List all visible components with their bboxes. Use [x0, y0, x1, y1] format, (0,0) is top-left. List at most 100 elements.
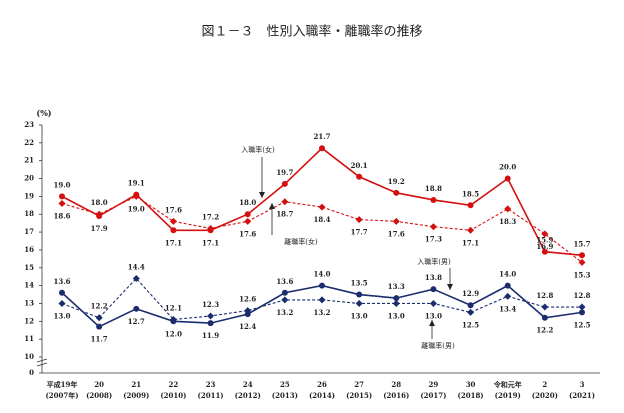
point — [95, 210, 103, 218]
x-tick-label: 23 — [206, 380, 216, 389]
data-label: 13.6 — [53, 277, 70, 286]
x-tick-label: 3 — [580, 380, 585, 389]
point — [170, 227, 177, 234]
y-tick-label: 16 — [24, 245, 34, 254]
point — [244, 307, 252, 315]
chart-title: 図１－３ 性別入職率・離職率の推移 — [201, 24, 422, 40]
x-tick-label: (2016) — [383, 391, 409, 400]
point — [541, 248, 548, 255]
point — [467, 202, 474, 209]
point — [281, 180, 288, 187]
x-tick-label: (2010) — [160, 391, 186, 400]
data-label: 15.9 — [536, 236, 553, 245]
x-tick-label: 30 — [466, 380, 476, 389]
data-label: 11.7 — [91, 335, 108, 344]
data-label: 12.4 — [239, 322, 256, 331]
data-label: 12.6 — [239, 295, 256, 304]
point — [244, 211, 251, 218]
data-label: 13.0 — [351, 311, 368, 320]
data-label: 17.7 — [351, 228, 368, 237]
x-tick-label: (2008) — [86, 391, 112, 400]
point — [579, 252, 585, 259]
point — [355, 216, 363, 224]
x-tick-label: (2009) — [123, 391, 149, 400]
data-label: 14.4 — [128, 262, 145, 271]
data-label: 17.6 — [239, 229, 256, 238]
x-tick-label: (2014) — [309, 391, 335, 400]
x-tick-label: 28 — [391, 380, 401, 389]
data-label: 17.2 — [202, 213, 219, 222]
data-label: 20.1 — [351, 161, 368, 170]
point — [244, 217, 252, 225]
arrow-head — [259, 192, 265, 198]
x-tick-label: 22 — [169, 380, 179, 389]
y-tick-label: 20 — [24, 174, 34, 183]
point — [578, 258, 586, 266]
point — [132, 192, 140, 200]
point — [504, 282, 511, 289]
data-label: 13.5 — [351, 279, 368, 288]
point — [59, 193, 65, 200]
point — [504, 175, 511, 182]
x-tick-label: 24 — [243, 380, 253, 389]
point — [207, 312, 215, 320]
y-tick-label: 19 — [24, 191, 34, 200]
data-label: 20.0 — [499, 163, 516, 172]
point — [95, 314, 103, 322]
data-label: 13.4 — [499, 304, 516, 313]
data-label: 19.0 — [53, 180, 70, 189]
data-label: 12.5 — [573, 320, 590, 329]
point — [169, 316, 177, 324]
point — [169, 217, 177, 225]
data-label: 18.0 — [239, 198, 256, 207]
data-label: 17.1 — [202, 238, 219, 247]
point — [319, 282, 325, 289]
y-tick-label: 22 — [24, 138, 34, 147]
x-tick-label: 26 — [317, 380, 327, 389]
data-label: 18.7 — [276, 210, 293, 219]
point — [430, 286, 437, 293]
x-tick-label: (2018) — [458, 391, 484, 400]
x-tick-label: 25 — [280, 380, 290, 389]
y-tick-label: 21 — [24, 156, 34, 165]
data-label: 12.2 — [91, 302, 108, 311]
series-line — [61, 277, 582, 321]
arrow-head — [447, 284, 453, 290]
data-label: 19.0 — [128, 204, 145, 213]
series-name: 離職率(女) — [284, 237, 318, 246]
point — [392, 299, 400, 307]
data-label: 19.1 — [128, 179, 145, 188]
point — [281, 296, 289, 304]
arrow-head — [429, 320, 435, 326]
y-tick-label: 10 — [24, 352, 34, 361]
data-label: 14.0 — [313, 270, 330, 279]
arrow-head — [269, 203, 275, 209]
data-label: 18.0 — [91, 198, 108, 207]
data-label: 13.3 — [388, 282, 405, 291]
data-label: 12.8 — [536, 291, 553, 300]
data-label: 19.2 — [388, 177, 405, 186]
point — [392, 217, 400, 225]
data-label: 16.9 — [536, 242, 553, 251]
data-label: 18.5 — [462, 189, 479, 198]
point — [578, 303, 586, 311]
point — [318, 296, 326, 304]
data-label: 13.0 — [425, 311, 442, 320]
data-label: 17.1 — [165, 238, 182, 247]
data-label: 13.8 — [425, 273, 442, 282]
point — [96, 323, 103, 330]
data-label: 12.1 — [165, 304, 182, 313]
point — [318, 203, 326, 211]
x-tick-label: (2007年) — [45, 391, 78, 400]
data-label: 17.6 — [388, 229, 405, 238]
y-tick-label: 14 — [24, 281, 34, 290]
point — [467, 302, 474, 309]
data-label: 21.7 — [313, 132, 330, 141]
x-tick-label: 27 — [354, 380, 364, 389]
x-tick-label: (2013) — [272, 391, 298, 400]
data-label: 12.8 — [573, 291, 590, 300]
point — [58, 299, 66, 307]
data-label: 17.6 — [165, 205, 182, 214]
point — [132, 274, 140, 282]
